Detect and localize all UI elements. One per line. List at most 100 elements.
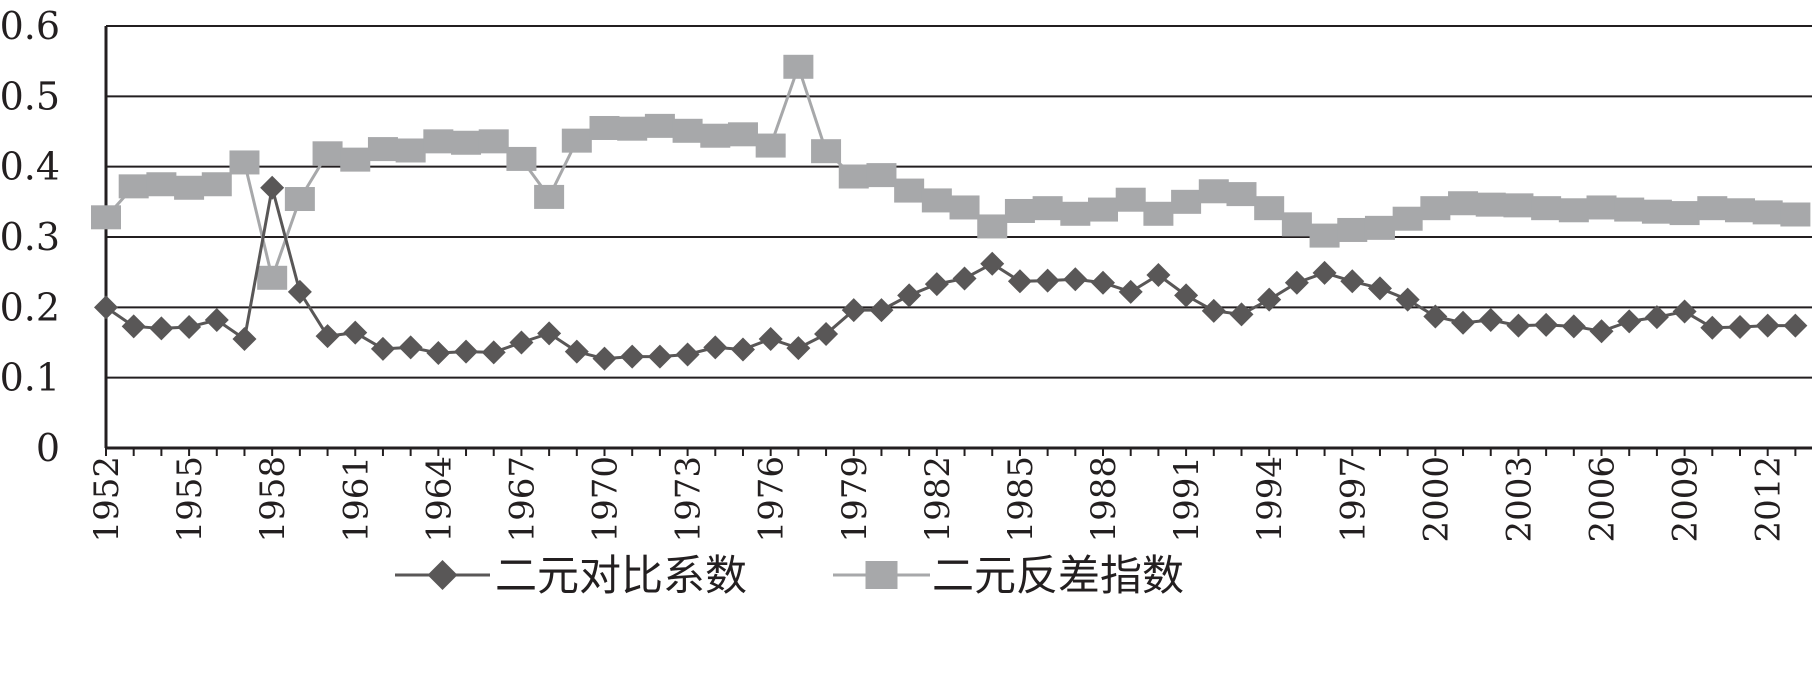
data-point-diamond	[1727, 315, 1752, 340]
legend-label-1: 二元反差指数	[932, 551, 1184, 600]
data-point-square	[312, 141, 343, 166]
axes	[104, 26, 1812, 456]
data-point-square	[1586, 195, 1617, 220]
data-point-square	[1337, 217, 1368, 242]
data-point-square	[146, 172, 177, 197]
data-point-square	[1531, 196, 1562, 221]
x-tick-label: 1964	[419, 456, 459, 543]
x-tick-label: 1991	[1167, 456, 1207, 543]
data-point-square	[1392, 206, 1423, 231]
data-point-diamond	[121, 314, 146, 339]
x-tick-label: 1979	[835, 456, 875, 543]
data-point-diamond	[1783, 313, 1808, 338]
data-point-diamond	[1201, 298, 1226, 323]
data-point-square	[1115, 187, 1146, 212]
data-point-square	[1641, 199, 1672, 224]
data-point-square	[201, 172, 232, 197]
x-tick-label: 2012	[1749, 456, 1789, 543]
data-point-diamond	[675, 342, 700, 367]
data-point-square	[423, 129, 454, 154]
data-point-diamond	[260, 175, 285, 200]
legend-label-0: 二元对比系数	[495, 551, 747, 600]
data-point-diamond	[537, 321, 562, 346]
x-tick-label: 1958	[253, 456, 293, 543]
data-point-diamond	[1118, 279, 1143, 304]
data-point-square	[1281, 212, 1312, 237]
data-point-square	[811, 139, 842, 164]
data-point-square	[1088, 197, 1119, 222]
data-point-diamond	[1451, 310, 1476, 335]
data-point-square	[1364, 215, 1395, 240]
x-tick-label: 1994	[1250, 456, 1290, 543]
data-point-square	[451, 130, 482, 155]
data-point-diamond	[343, 320, 368, 345]
x-tick-label: 1988	[1084, 456, 1124, 543]
data-point-square	[755, 133, 786, 158]
x-tick-label: 1985	[1001, 456, 1041, 543]
data-point-square	[229, 150, 260, 175]
x-tick-label: 1952	[87, 456, 127, 543]
data-point-diamond	[952, 266, 977, 291]
data-point-square	[174, 175, 205, 200]
data-point-square	[838, 164, 869, 189]
data-point-square	[1198, 179, 1229, 204]
data-point-diamond	[481, 340, 506, 365]
x-tick-label: 2009	[1666, 456, 1706, 543]
data-point-square	[617, 116, 648, 141]
data-point-diamond	[1340, 269, 1365, 294]
legend: 二元对比系数 二元反差指数	[395, 551, 1184, 600]
data-point-diamond	[1755, 313, 1780, 338]
data-point-square	[1558, 198, 1589, 223]
data-point-square	[783, 54, 814, 79]
y-tick-label: 0	[36, 426, 60, 470]
data-point-square	[644, 113, 675, 138]
y-tick-label: 0.6	[0, 4, 60, 48]
data-point-square	[1752, 200, 1783, 225]
data-point-diamond	[814, 322, 839, 347]
data-point-diamond	[647, 344, 672, 369]
data-point-diamond	[204, 307, 229, 332]
x-tick-label: 1976	[752, 456, 792, 543]
y-tick-label: 0.3	[0, 215, 60, 259]
series-layer	[91, 54, 1811, 371]
y-axis-tick-labels: 0 0.1 0.2 0.3 0.4 0.5 0.6	[0, 4, 60, 470]
data-point-square	[1309, 223, 1340, 248]
data-point-diamond	[1035, 268, 1060, 293]
y-tick-label: 0.2	[0, 285, 60, 329]
data-point-diamond	[232, 326, 257, 351]
x-tick-label: 1997	[1333, 456, 1373, 543]
data-point-square	[118, 174, 149, 199]
data-point-diamond	[1091, 270, 1116, 295]
data-point-diamond	[177, 315, 202, 340]
data-point-square	[866, 163, 897, 188]
data-point-diamond	[980, 251, 1005, 276]
data-point-diamond	[869, 298, 894, 323]
x-tick-label: 2006	[1583, 456, 1623, 543]
data-point-diamond	[1423, 304, 1448, 329]
data-point-diamond	[564, 339, 589, 364]
data-point-square	[1614, 197, 1645, 222]
data-point-square	[506, 146, 537, 171]
data-point-square	[1004, 198, 1035, 223]
y-tick-label: 0.4	[0, 145, 60, 189]
data-point-diamond	[703, 335, 728, 360]
x-tick-label: 1955	[170, 456, 210, 543]
data-point-diamond	[1284, 270, 1309, 295]
data-point-diamond	[897, 283, 922, 308]
data-point-diamond	[287, 279, 312, 304]
data-point-square	[949, 195, 980, 220]
legend-marker-diamond	[427, 560, 458, 590]
data-point-square	[700, 123, 731, 148]
data-point-diamond	[1589, 319, 1614, 344]
y-tick-label: 0.5	[0, 74, 60, 118]
data-point-diamond	[1367, 276, 1392, 301]
data-point-square	[1780, 202, 1811, 227]
data-point-diamond	[149, 316, 174, 341]
x-axis-tick-labels: 1952 1955 1958 1961 1964 1967 1970 1973 1976 1979…	[87, 456, 1789, 543]
data-point-diamond	[509, 330, 534, 355]
data-point-square	[1724, 198, 1755, 223]
data-point-square	[1254, 196, 1285, 221]
data-point-square	[91, 205, 121, 230]
data-point-square	[395, 138, 426, 163]
data-point-square	[534, 184, 565, 209]
